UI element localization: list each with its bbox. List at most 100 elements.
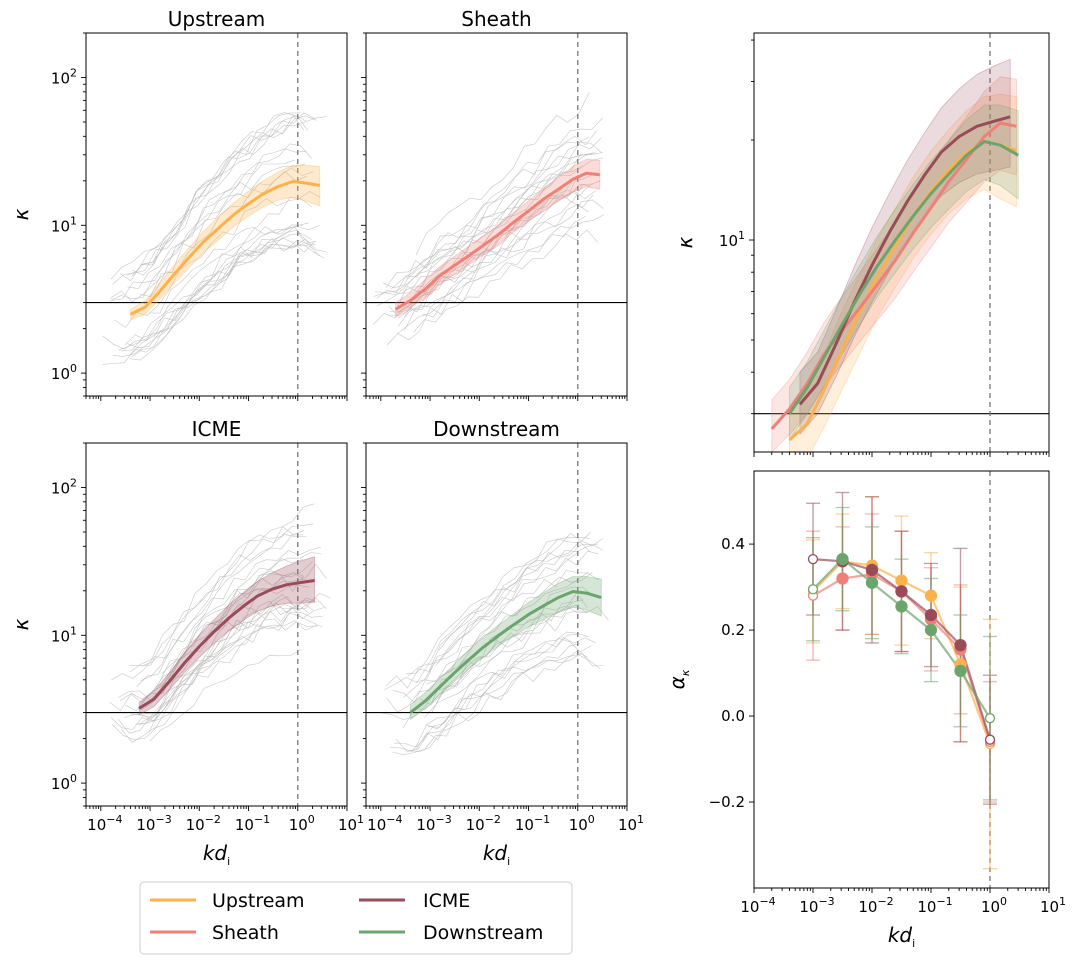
x-tick-label: 101 — [338, 813, 364, 834]
y-tick-label: −0.2 — [709, 793, 745, 811]
y-tick-label: 101 — [51, 624, 77, 645]
plot-area — [806, 471, 997, 888]
background-trace — [385, 543, 603, 689]
background-trace — [142, 597, 327, 722]
band-downstream — [789, 104, 1019, 442]
legend-label-downstream: Downstream — [423, 922, 543, 944]
alpha-point-sheath — [836, 572, 849, 585]
background-trace — [124, 222, 309, 346]
y-tick-label: 102 — [51, 476, 77, 497]
y-axis-label: κ — [673, 236, 697, 248]
axes-frame — [85, 32, 348, 397]
background-trace — [112, 115, 308, 285]
background-trace — [143, 170, 307, 305]
x-tick-label: 10−1 — [917, 895, 952, 916]
background-trace — [404, 204, 589, 331]
panel-right-top: 101 κ — [673, 32, 1050, 457]
background-trace — [405, 536, 590, 674]
series-line-sheath — [394, 171, 600, 311]
band-upstream — [789, 93, 1017, 452]
axes-frame — [753, 470, 1050, 889]
plot-area — [754, 33, 1049, 452]
background-trace — [386, 214, 604, 346]
y-tick-label: 100 — [51, 362, 77, 383]
background-trace — [375, 152, 603, 293]
background-trace — [408, 652, 604, 752]
axes-frame — [753, 32, 1050, 453]
background-trace — [132, 115, 317, 276]
alpha-point-downstream — [865, 576, 879, 589]
y-tick-label: 100 — [51, 772, 77, 793]
background-trace — [111, 618, 318, 740]
background-trace — [111, 534, 307, 681]
background-trace — [110, 160, 295, 303]
y-tick-label: 0.4 — [721, 535, 745, 553]
background-trace — [111, 148, 307, 301]
series-line-sheath — [770, 121, 1017, 430]
alpha-point-icme — [954, 638, 967, 652]
axes-frame — [85, 442, 348, 807]
background-trace — [377, 165, 584, 306]
x-tick-label: 10−3 — [799, 895, 834, 916]
background-trace — [413, 229, 599, 333]
background-trace — [428, 643, 580, 728]
background-trace — [135, 593, 331, 725]
background-trace — [381, 592, 588, 721]
series-line-icme — [798, 115, 1011, 406]
alpha-point-downstream — [954, 664, 967, 678]
x-tick-label: 100 — [289, 813, 315, 834]
band-icme — [138, 556, 316, 716]
panel-title: ICME — [192, 417, 242, 441]
background-trace — [436, 610, 588, 704]
panel-bottom-middle: 10−4 10−3 10−2 10−1 100 101 Downstream kdi — [361, 417, 644, 868]
background-trace — [127, 233, 312, 349]
x-tick-label: 101 — [618, 813, 644, 834]
series-line-upstream — [129, 180, 321, 316]
panel-right-bottom: −0.2 0.0 0.2 0.4 10−4 10−3 10−2 10−1 100 101 ακ kdi — [665, 470, 1066, 950]
series-line-downstream — [788, 140, 1019, 415]
x-tick-label: 10−4 — [87, 813, 122, 834]
background-trace — [129, 523, 314, 667]
background-trace — [406, 141, 603, 280]
background-trace — [161, 558, 304, 674]
legend-frame — [139, 881, 573, 955]
alpha-point-icme — [865, 563, 879, 577]
background-trace — [121, 226, 317, 352]
y-tick-label: 0.2 — [721, 621, 745, 639]
x-axis-label: kdi — [483, 841, 510, 868]
alpha-point-icme — [807, 553, 819, 565]
alpha-point-upstream — [895, 574, 908, 587]
background-trace — [385, 117, 603, 288]
background-trace — [386, 572, 593, 713]
background-trace — [415, 654, 601, 750]
background-trace — [390, 130, 597, 290]
background-trace — [149, 648, 302, 742]
x-axis-label: kdi — [888, 923, 915, 950]
background-trace — [110, 597, 317, 730]
background-trace — [141, 526, 305, 667]
x-tick-label: 101 — [1040, 895, 1066, 916]
plot-area — [86, 33, 347, 396]
background-trace — [400, 152, 597, 294]
legend-label-upstream: Upstream — [212, 890, 305, 912]
x-tick-label: 10−4 — [740, 895, 775, 916]
background-trace — [425, 571, 589, 685]
alpha-point-downstream — [984, 713, 996, 724]
background-trace — [438, 531, 591, 651]
background-trace — [119, 570, 305, 703]
x-tick-label: 10−2 — [466, 813, 501, 834]
plot-area — [86, 443, 347, 806]
plot-area — [366, 443, 627, 806]
x-tick-label: 10−1 — [235, 813, 270, 834]
legend: Upstream Sheath ICME Downstream — [139, 881, 573, 955]
background-trace — [114, 191, 321, 328]
background-trace — [130, 237, 316, 355]
alpha-point-icme — [895, 585, 908, 598]
background-trace — [110, 112, 307, 280]
x-tick-label: 10−3 — [136, 813, 171, 834]
background-trace — [136, 547, 321, 687]
plot-area — [366, 33, 627, 396]
band-downstream — [410, 576, 602, 721]
background-trace — [124, 602, 309, 718]
